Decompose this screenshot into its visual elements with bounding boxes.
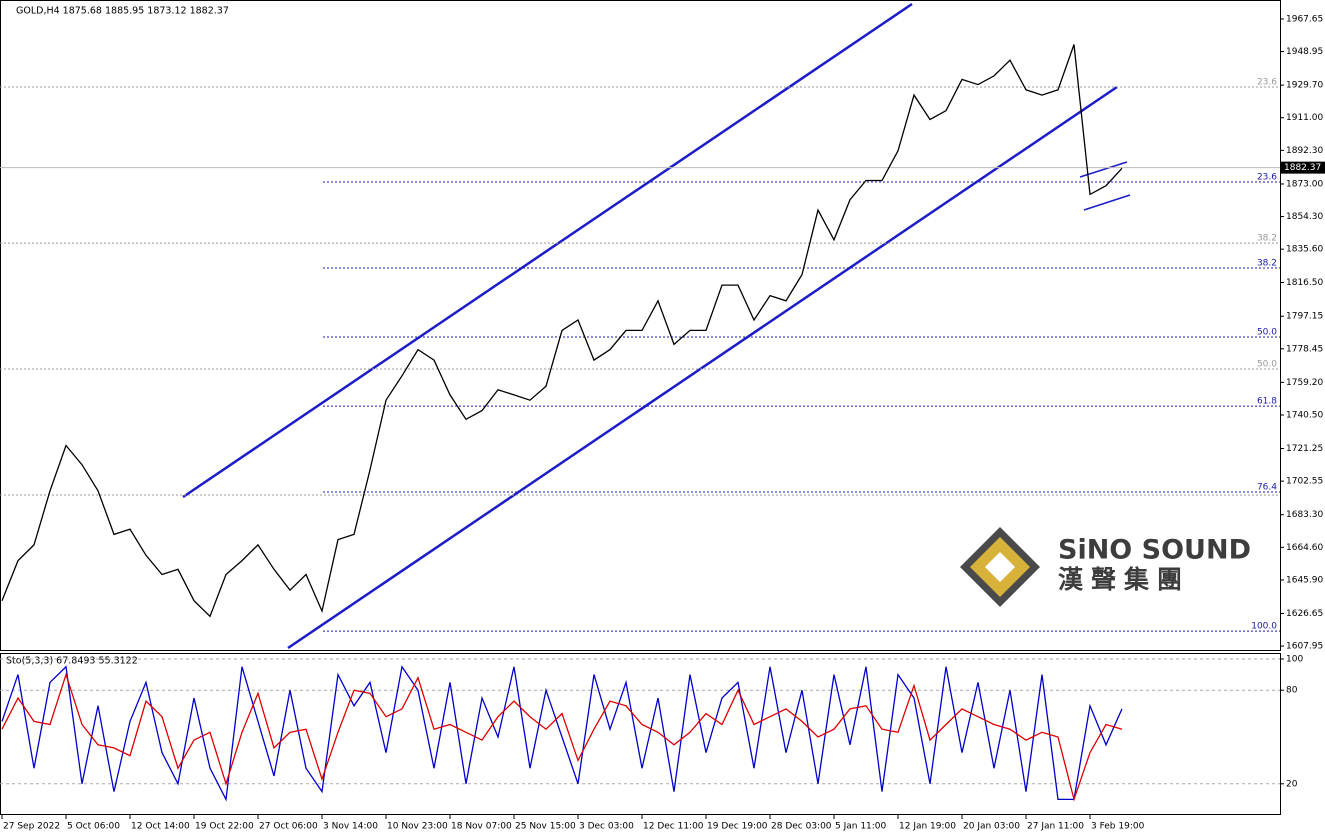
series-line — [1, 665, 1123, 802]
y-tick-label: 1967.65 — [1286, 14, 1323, 24]
x-tick-label: 27 Oct 06:00 — [259, 822, 318, 832]
x-tick-label: 3 Feb 19:00 — [1091, 822, 1145, 832]
x-tick-label: 10 Nov 23:00 — [387, 822, 448, 832]
last-price-box — [1281, 161, 1325, 174]
y-tick-label: 1797.15 — [1286, 312, 1323, 322]
y-tick-label: 1626.65 — [1286, 609, 1323, 619]
indicator-title: Sto(5,3,3) 67.8493 55.3122 — [6, 656, 138, 667]
y-tick-label: 1645.90 — [1286, 575, 1323, 585]
x-tick-label: 3 Dec 03:00 — [579, 822, 634, 832]
y-tick-label: 1892.30 — [1286, 146, 1323, 156]
fib-label: 76.4 — [1257, 483, 1277, 493]
y-tick-label: 20 — [1286, 779, 1298, 789]
y-tick-label: 1929.70 — [1286, 81, 1323, 91]
y-tick-label: 1816.50 — [1286, 278, 1323, 288]
x-tick-label: 19 Oct 22:00 — [195, 822, 254, 832]
fib-label: 23.6 — [1257, 173, 1277, 183]
series-line — [1, 44, 1123, 618]
logo-name: SiNO SOUND — [1058, 535, 1251, 566]
x-tick-label: 28 Dec 03:00 — [771, 822, 832, 832]
y-tick-label: 100 — [1286, 655, 1303, 665]
y-tick-label: 1948.95 — [1286, 47, 1323, 57]
x-tick-label: 12 Dec 11:00 — [643, 822, 704, 832]
y-tick-label: 1854.30 — [1286, 212, 1323, 222]
fib-label: 38.2 — [1257, 234, 1277, 244]
y-tick-label: 1835.60 — [1286, 245, 1323, 255]
y-tick-label: 1607.95 — [1286, 642, 1323, 652]
x-tick-label: 3 Nov 14:00 — [323, 822, 378, 832]
x-tick-label: 27 Jan 11:00 — [1027, 822, 1084, 832]
y-tick-label: 1683.30 — [1286, 510, 1323, 520]
x-tick-label: 25 Nov 15:00 — [515, 822, 576, 832]
fib-label: 61.8 — [1257, 397, 1277, 407]
fib-label: 100.0 — [1251, 622, 1277, 632]
x-tick-label: 19 Dec 19:00 — [707, 822, 768, 832]
y-tick-label: 1721.25 — [1286, 444, 1323, 454]
x-tick-label: 18 Nov 07:00 — [451, 822, 512, 832]
last-price-label: 1882.37 — [1284, 163, 1321, 173]
y-tick-label: 1740.50 — [1286, 410, 1323, 420]
x-tick-label: 20 Jan 03:00 — [963, 822, 1020, 832]
chart-title: GOLD,H4 1875.68 1885.95 1873.12 1882.37 — [16, 6, 229, 17]
y-tick-label: 1759.20 — [1286, 378, 1323, 388]
flag-lower — [1083, 194, 1131, 211]
fib-label: 50.0 — [1257, 328, 1277, 338]
series-line — [1, 672, 1123, 802]
y-tick-label: 1873.00 — [1286, 179, 1323, 189]
fib-label: 38.2 — [1257, 259, 1277, 269]
y-tick-label: 1911.00 — [1286, 113, 1323, 123]
y-tick-label: 80 — [1286, 686, 1298, 696]
channel-upper — [182, 2, 913, 499]
fib-label: 50.0 — [1257, 359, 1277, 369]
y-tick-label: 1664.60 — [1286, 543, 1323, 553]
logo-chinese: 漢聲集團 — [1058, 565, 1190, 594]
x-tick-label: 5 Jan 11:00 — [835, 822, 887, 832]
main-frame — [0, 0, 1281, 651]
x-tick-label: 12 Oct 14:00 — [131, 822, 190, 832]
y-tick-label: 1778.45 — [1286, 344, 1323, 354]
x-tick-label: 5 Oct 06:00 — [67, 822, 120, 832]
channel-lower — [287, 85, 1118, 650]
x-tick-label: 27 Sep 2022 — [3, 822, 60, 832]
stoch-frame — [0, 653, 1281, 815]
logo: SiNO SOUND 漢聲集團 — [960, 527, 1251, 607]
fib-label: 23.6 — [1257, 78, 1277, 88]
logo-diamond-core — [985, 552, 1015, 582]
y-tick-label: 1702.55 — [1286, 477, 1323, 487]
x-tick-label: 12 Jan 19:00 — [899, 822, 956, 832]
